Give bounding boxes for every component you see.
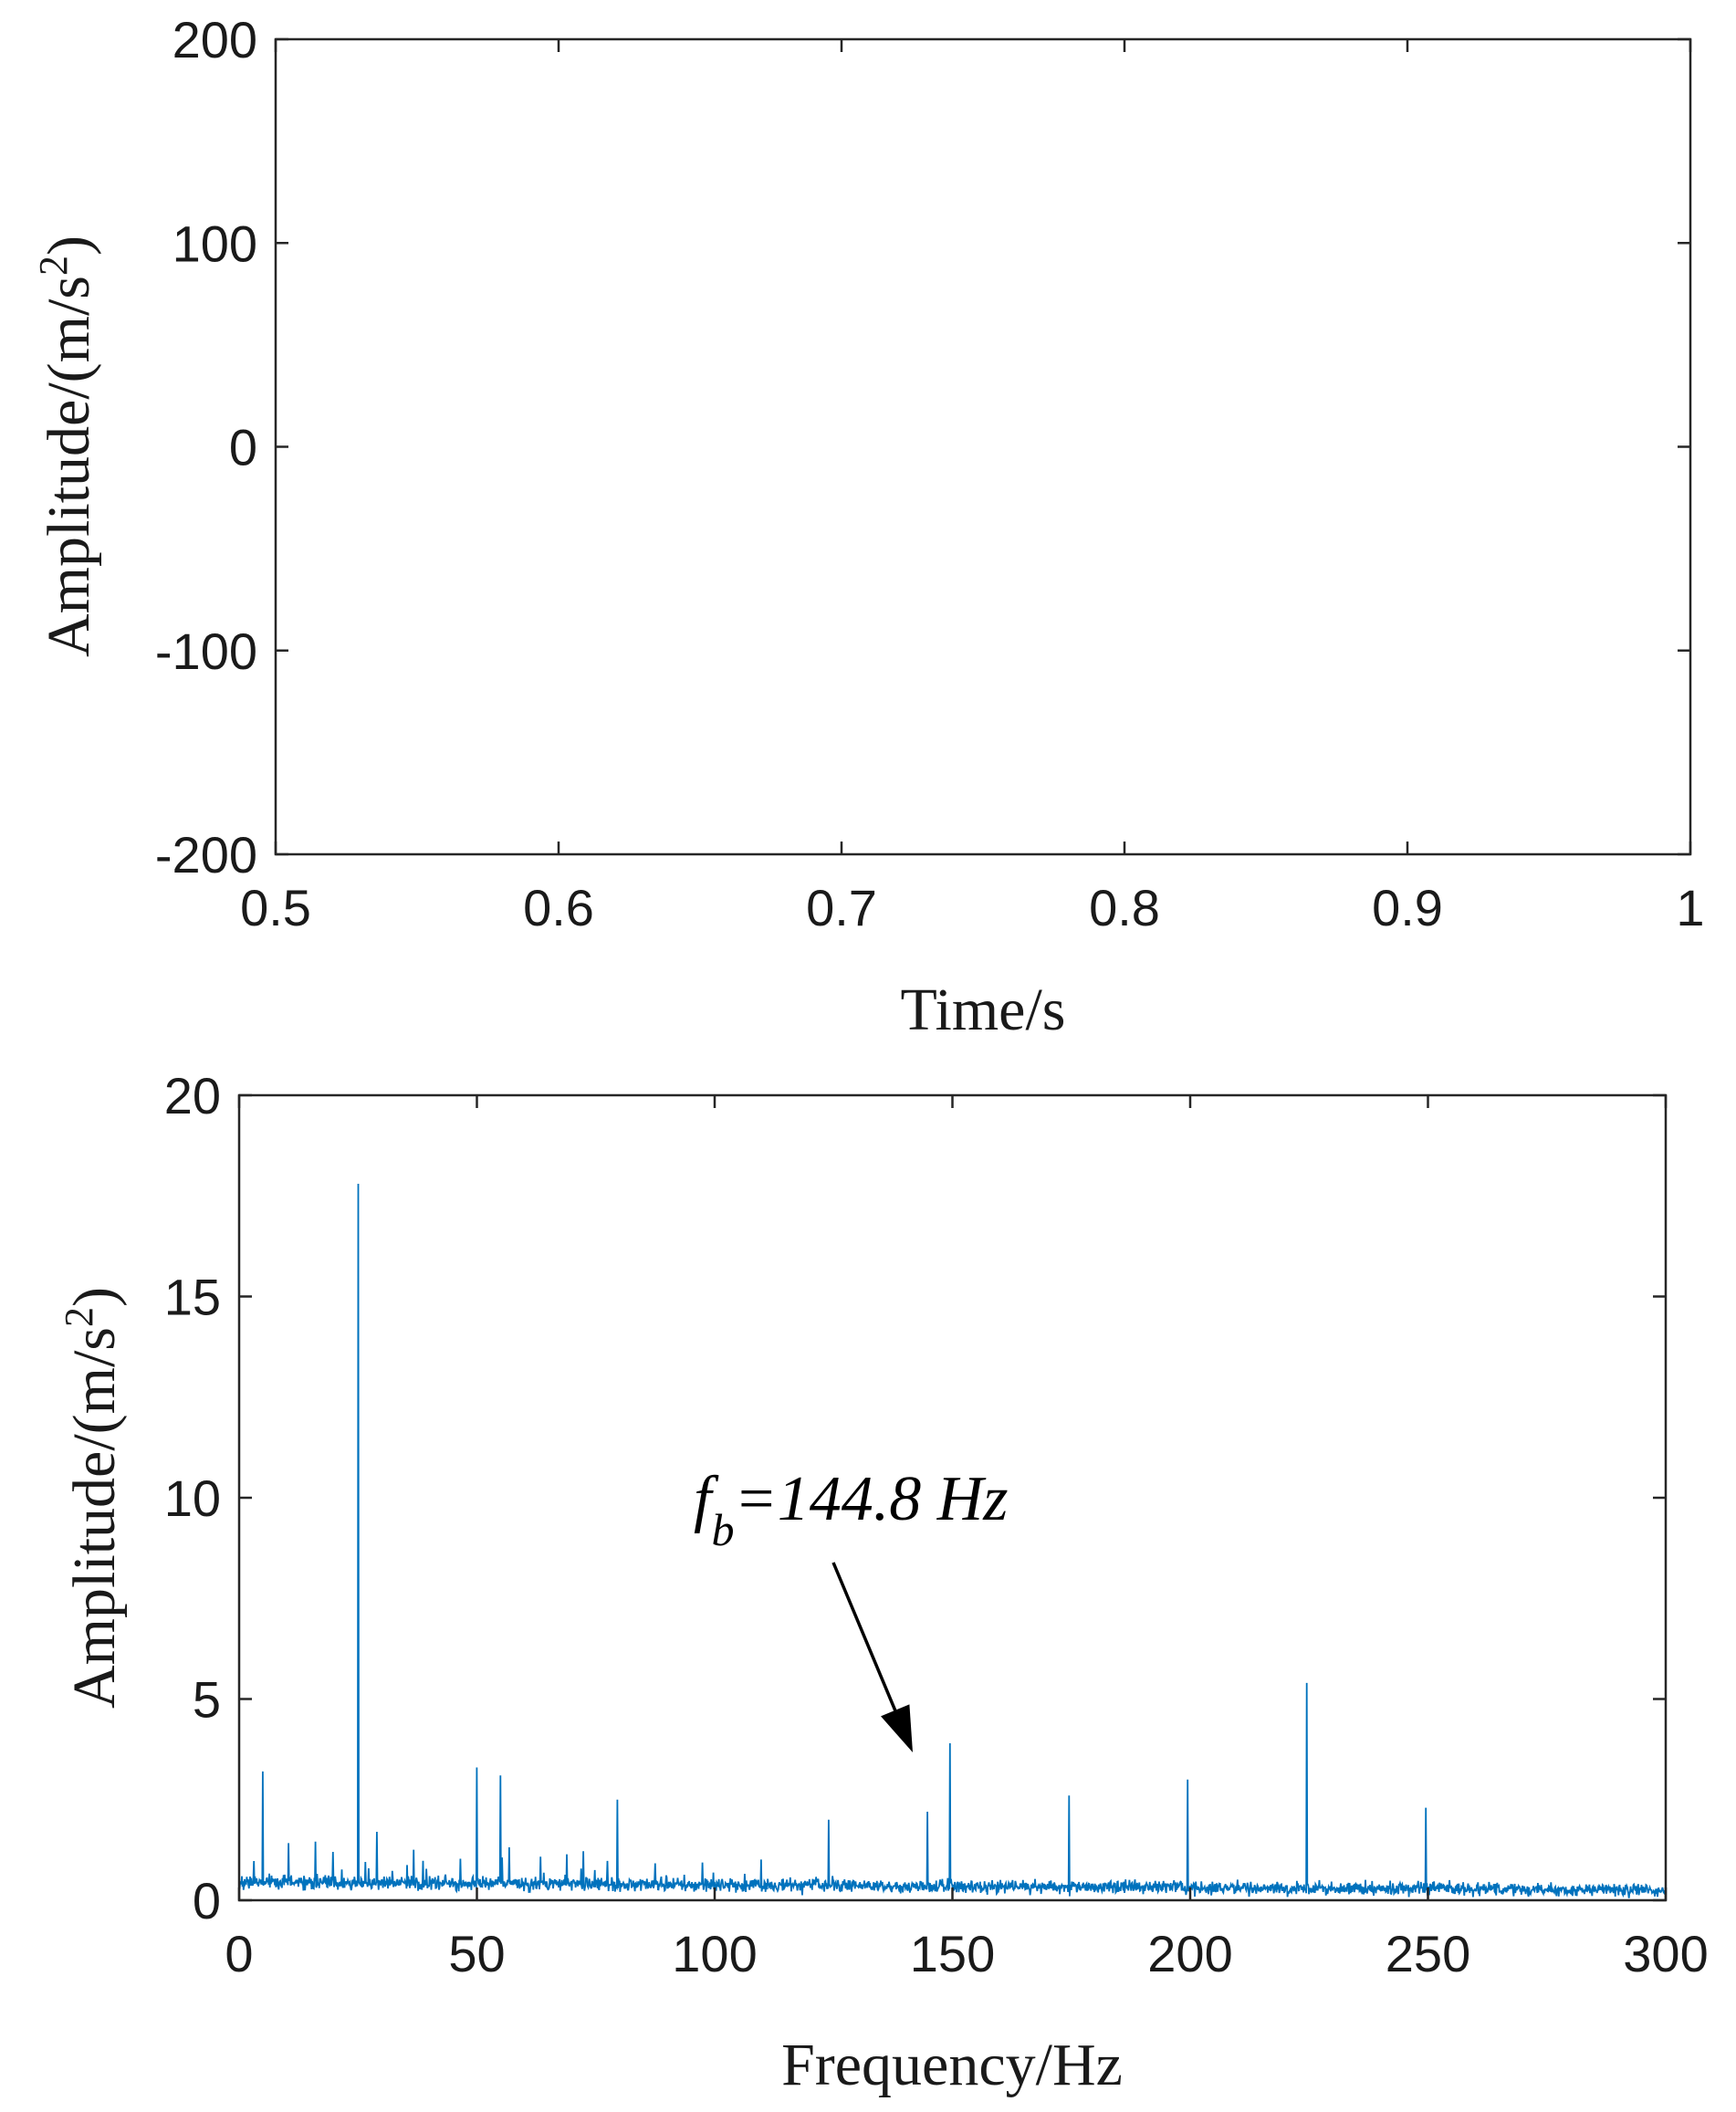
spectrum-x-tick-label: 300 <box>1623 1925 1708 1982</box>
time-signal-y-tick-label: 100 <box>173 214 257 272</box>
time-signal-x-axis-label: Time/s <box>901 977 1066 1043</box>
spectrum-y-label-prefix: Amplitude/(m/s <box>61 1327 128 1709</box>
time-signal-y-label-superscript: 2 <box>31 256 76 276</box>
spectrum-y-tick-label: 15 <box>164 1269 221 1326</box>
time-signal-y-label-suffix: ) <box>36 235 102 256</box>
time-signal-y-label-prefix: Amplitude/(m/s <box>36 276 102 657</box>
spectrum-x-ticks: 0 50 100 150 200 250 300 <box>225 1095 1709 1982</box>
fb-annotation-arrow-head <box>881 1704 913 1752</box>
spectrum-x-tick-label: 100 <box>672 1925 757 1982</box>
fb-annotation-arrow-line <box>831 1562 901 1720</box>
time-signal-x-tick-label: 0.8 <box>1089 879 1160 936</box>
time-signal-y-ticks: -200 -100 0 100 200 <box>155 11 1690 883</box>
time-signal-x-tick-label: 0.9 <box>1372 879 1443 936</box>
spectrum-x-tick-label: 200 <box>1147 1925 1232 1982</box>
time-signal-y-tick-label: -100 <box>155 622 257 680</box>
spectrum-y-tick-label: 10 <box>164 1469 221 1527</box>
spectrum-y-ticks: 0 5 10 15 20 <box>164 1067 1666 1929</box>
spectrum-x-tick-label: 0 <box>225 1925 253 1982</box>
time-signal-y-tick-label: 200 <box>173 11 257 68</box>
spectrum-y-tick-label: 0 <box>193 1872 221 1929</box>
spectrum-x-axis-label: Frequency/Hz <box>781 2032 1123 2098</box>
time-signal-y-tick-label: 0 <box>229 419 257 476</box>
envelope-spectrum-chart: 0 50 100 150 200 250 300 0 5 10 15 20 Frequency/Hz… <box>57 1067 1709 2098</box>
spectrum-x-tick-label: 250 <box>1386 1925 1470 1982</box>
spectrum-x-tick-label: 150 <box>910 1925 995 1982</box>
time-signal-x-ticks: 0.5 0.6 0.7 0.8 0.9 1 <box>240 39 1705 936</box>
spectrum-y-label-superscript: 2 <box>57 1307 101 1327</box>
spectrum-y-label-suffix: ) <box>61 1287 128 1307</box>
time-signal-x-tick-label: 0.7 <box>806 879 877 936</box>
fb-annotation-value: =144.8 Hz <box>734 1464 1008 1534</box>
time-signal-y-tick-label: -200 <box>155 826 257 883</box>
spectrum-y-axis-label: Amplitude/(m/s2) <box>57 1287 128 1709</box>
time-signal-x-tick-label: 1 <box>1676 879 1704 936</box>
time-signal-x-tick-label: 0.6 <box>523 879 594 936</box>
time-signal-x-tick-label: 0.5 <box>240 879 311 936</box>
spectrum-y-tick-label: 5 <box>193 1671 221 1729</box>
fb-annotation-subscript: b <box>711 1504 734 1555</box>
spectrum-x-tick-label: 50 <box>448 1925 505 1982</box>
spectrum-y-tick-label: 20 <box>164 1067 221 1124</box>
time-signal-y-axis-label: Amplitude/(m/s2) <box>31 235 102 657</box>
